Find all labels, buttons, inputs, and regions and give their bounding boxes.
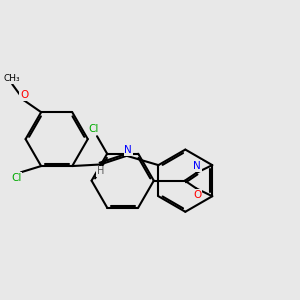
Text: CH₃: CH₃: [4, 74, 20, 83]
Text: H: H: [97, 166, 104, 176]
Text: Cl: Cl: [11, 173, 21, 183]
Text: O: O: [20, 90, 28, 100]
Text: N: N: [124, 145, 132, 155]
Text: Cl: Cl: [88, 124, 98, 134]
Text: N: N: [193, 161, 201, 171]
Text: O: O: [193, 190, 201, 200]
